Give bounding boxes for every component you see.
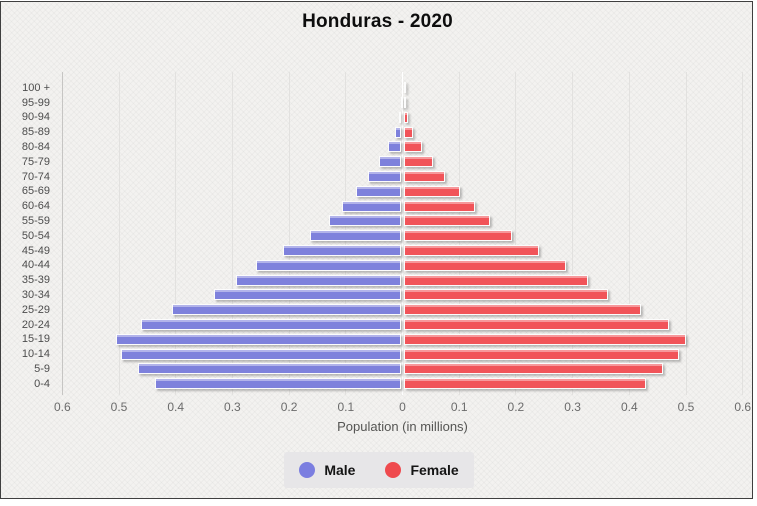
female-bar[interactable] [404, 230, 512, 242]
x-tick-label: 0.5 [110, 400, 128, 414]
age-label: 70-74 [21, 170, 50, 183]
age-label: 90-94 [21, 111, 50, 124]
female-bar[interactable] [404, 348, 679, 360]
age-label: 0-4 [34, 377, 50, 390]
age-label: 80-84 [21, 140, 50, 153]
x-tick-label: 0.4 [167, 400, 185, 414]
male-bar[interactable] [341, 200, 402, 212]
male-bar[interactable] [282, 245, 402, 256]
age-label: 45-49 [21, 244, 50, 257]
female-bar[interactable] [404, 126, 414, 138]
male-bar[interactable] [328, 215, 402, 227]
age-label: 95-99 [21, 96, 50, 109]
female-bar[interactable] [404, 111, 408, 123]
male-bar[interactable] [378, 156, 402, 168]
age-label: 100 + [22, 81, 50, 94]
male-bar[interactable] [309, 230, 402, 242]
female-bar[interactable] [404, 304, 641, 316]
age-label: 50-54 [21, 229, 50, 242]
x-tick-label: 0.3 [224, 400, 241, 414]
gridline [515, 72, 517, 395]
female-bar[interactable] [404, 289, 609, 301]
legend: Male Female [284, 452, 474, 488]
male-bar[interactable] [256, 259, 402, 271]
male-bar[interactable] [399, 111, 402, 123]
age-label: 85-89 [21, 126, 50, 139]
x-tick-label: 0.3 [564, 400, 581, 414]
age-label: 20-24 [21, 318, 50, 331]
x-tick-label: 0.6 [53, 400, 71, 414]
chart-title: Honduras - 2020 [302, 11, 453, 32]
male-bar[interactable] [154, 378, 402, 390]
age-label: 25-29 [21, 303, 50, 316]
male-bar[interactable] [140, 319, 402, 330]
male-bar[interactable] [214, 289, 402, 301]
gridline [118, 72, 120, 395]
female-bar[interactable] [404, 185, 460, 197]
x-tick-label: 0.5 [677, 400, 695, 414]
female-bar[interactable] [404, 171, 446, 182]
x-tick-label: 0.2 [507, 400, 525, 414]
x-tick-label: 0.6 [734, 400, 752, 414]
gridline [685, 72, 687, 395]
legend-item-female[interactable]: Female [385, 462, 459, 478]
male-swatch-icon [299, 462, 316, 478]
legend-label-female: Female [410, 462, 459, 478]
age-label: 65-69 [21, 185, 50, 198]
male-bar[interactable] [120, 348, 402, 360]
chart-frame: Honduras - 2020 100 + 95-99 90-94 85-89 80-8… [0, 1, 753, 499]
female-bar[interactable] [404, 156, 433, 168]
x-tick-label: 0.2 [280, 400, 298, 414]
female-bar[interactable] [404, 319, 669, 330]
x-tick-label: 0.1 [337, 400, 355, 414]
gridline [572, 72, 574, 395]
male-bar[interactable] [387, 141, 402, 153]
female-bar[interactable] [404, 274, 589, 286]
gridline [175, 72, 177, 395]
female-bar[interactable] [404, 378, 646, 390]
female-swatch-icon [385, 462, 402, 478]
x-tick-label: 0.1 [450, 400, 468, 414]
female-bar[interactable] [404, 333, 686, 345]
male-bar[interactable] [355, 185, 402, 197]
x-tick-label: 0.4 [620, 400, 638, 414]
female-bar[interactable] [404, 215, 491, 227]
male-bar[interactable] [137, 363, 402, 375]
gridline [231, 72, 233, 395]
age-label: 30-34 [21, 288, 50, 301]
age-label: 10-14 [21, 348, 50, 361]
x-tick-label: 0 [399, 400, 406, 414]
age-label: 5-9 [34, 362, 50, 375]
male-bar[interactable] [171, 304, 402, 316]
legend-item-male[interactable]: Male [299, 462, 355, 478]
male-bar[interactable] [394, 126, 402, 138]
male-bar[interactable] [116, 333, 402, 345]
age-label: 60-64 [21, 200, 50, 213]
female-bar[interactable] [404, 200, 475, 212]
female-bar[interactable] [404, 245, 539, 256]
female-bar[interactable] [404, 141, 422, 153]
age-label: 40-44 [21, 259, 50, 272]
age-label: 55-59 [21, 214, 50, 227]
x-axis-title: Population (in millions) [337, 419, 468, 434]
zero-gridline [402, 72, 403, 395]
female-bar[interactable] [404, 363, 663, 375]
male-bar[interactable] [235, 274, 402, 286]
female-bar[interactable] [404, 97, 406, 108]
male-bar[interactable] [400, 97, 403, 108]
gridline [628, 72, 630, 395]
age-label: 15-19 [21, 333, 50, 346]
legend-label-male: Male [324, 462, 356, 478]
gridline [288, 72, 290, 395]
age-label: 75-79 [21, 155, 50, 168]
female-bar[interactable] [404, 82, 406, 94]
y-axis-line [61, 72, 63, 395]
gridline [742, 72, 744, 395]
age-label: 35-39 [21, 274, 50, 287]
female-bar[interactable] [404, 259, 566, 271]
male-bar[interactable] [368, 171, 402, 182]
